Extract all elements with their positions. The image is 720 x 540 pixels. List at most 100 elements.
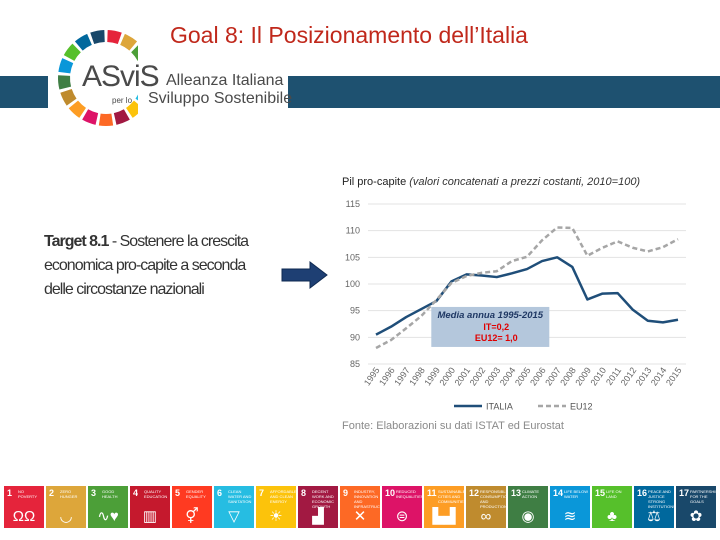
x-tick-label: 1996 (377, 365, 397, 387)
logo-ring-segment (131, 45, 138, 61)
sdg-goal-number: 17 (679, 488, 690, 498)
annotation-line: IT=0,2 (483, 322, 509, 332)
sdg-goal-6: 6 CLEAN WATER AND SANITATION ▽ (214, 486, 254, 528)
x-tick-label: 2012 (619, 365, 639, 387)
sdg-goal-label: SUSTAINABLE CITIES AND COMMUNITIES (438, 489, 464, 504)
series-line-eu12 (375, 226, 679, 350)
asvis-logo: ASviS Alleanza Italiana per lo Sviluppo … (48, 14, 292, 140)
logo-line1: Alleanza Italiana (166, 72, 284, 89)
sdg-goal-number: 7 (259, 488, 265, 498)
dove-icon: ⚖ (647, 508, 661, 525)
x-tick-label: 2009 (573, 365, 593, 387)
sdg-goal-label: INDUSTRY, INNOVATION AND INFRASTRUCTURE (354, 489, 380, 509)
equals-icon: ⊜ (395, 508, 409, 525)
tree-icon: ♣ (607, 508, 617, 525)
series-line-italia (375, 256, 679, 336)
logo-ring-icon (58, 30, 138, 127)
sdg-goal-label: DECENT WORK AND ECONOMIC GROWTH (312, 489, 334, 509)
sdg-goal-number: 3 (91, 488, 97, 498)
eye-globe-icon: ◉ (521, 508, 535, 525)
y-tick-label: 90 (350, 332, 360, 342)
chart-title: Pil pro-capite (valori concatenati a pre… (342, 176, 640, 188)
x-tick-label: 2004 (498, 365, 518, 387)
y-tick-label: 105 (345, 252, 360, 262)
sdg-goal-label: LIFE BELOW WATER (564, 489, 589, 499)
x-tick-label: 1998 (407, 365, 427, 387)
x-tick-label: 1995 (362, 365, 382, 387)
legend-label: ITALIA (486, 402, 513, 412)
sdg-goal-5: 5 GENDER EQUALITY ⚥ (172, 486, 212, 528)
logo-ring-segment (113, 109, 130, 125)
x-tick-label: 1999 (422, 365, 442, 387)
sdg-goal-label: ZERO HUNGER (60, 489, 78, 499)
chart-subtitle: (valori concatenati a prezzi costanti, 2… (409, 176, 641, 188)
rings-icon: ✿ (689, 508, 703, 525)
people-icon: ΩΩ (12, 508, 36, 525)
logo-line2: Sviluppo Sostenibile (148, 90, 293, 107)
sun-icon: ☀ (269, 508, 283, 525)
x-tick-label: 2002 (468, 365, 488, 387)
y-tick-label: 110 (346, 226, 360, 236)
sdg-goal-11: 11 SUSTAINABLE CITIES AND COMMUNITIES ▙▟ (424, 486, 464, 528)
target-description: Target 8.1 - Sostenere la crescita econo… (44, 230, 259, 302)
x-tick-label: 2013 (634, 365, 654, 387)
logo-ring-segment (107, 30, 122, 44)
gdp-line-chart: 8590951001051101151995199619971998199920… (345, 199, 686, 412)
header-band (272, 76, 720, 108)
page-title: Goal 8: Il Posizionamento dell’Italia (170, 22, 528, 48)
right-arrow-icon (281, 260, 328, 290)
sdg-goal-label: CLEAN WATER AND SANITATION (228, 489, 252, 504)
sdg-goal-number: 2 (49, 488, 55, 498)
sdg-goal-number: 10 (385, 488, 396, 498)
sdg-goals-bar: 1 NO POVERTY ΩΩ 2 ZERO HUNGER ◡ 3 GOOD HEALTH ∿♥… (0, 486, 720, 532)
x-tick-label: 2006 (528, 365, 548, 387)
annotation-box (431, 306, 550, 347)
logo-ring-segment (82, 109, 99, 125)
book-icon: ▥ (142, 508, 158, 525)
logo-ring-segment (90, 30, 105, 44)
sdg-goal-number: 8 (301, 488, 307, 498)
logo-ring-segment (126, 100, 138, 118)
sdg-goal-13: 13 CLIMATE ACTION ◉ (508, 486, 548, 528)
fish-icon: ≋ (563, 508, 577, 525)
sdg-goal-label: LIFE ON LAND (606, 489, 622, 499)
logo-brand: ASviS (82, 60, 160, 93)
sdg-goal-number: 15 (595, 488, 606, 498)
logo-ring-segment (63, 43, 81, 61)
sdg-goal-16: 16 PEACE AND JUSTICE STRONG INSTITUTIONS ⚖ (634, 486, 674, 528)
x-tick-label: 1997 (392, 365, 412, 387)
water-icon: ▽ (228, 508, 240, 525)
y-tick-label: 95 (350, 306, 360, 316)
logo-ring-segment (120, 33, 138, 51)
x-tick-label: 2015 (664, 365, 684, 387)
heartbeat-icon: ∿♥ (97, 508, 119, 525)
y-tick-label: 100 (345, 279, 360, 289)
x-tick-label: 2003 (483, 365, 503, 387)
sdg-goal-number: 14 (553, 488, 564, 498)
sdg-goal-number: 9 (343, 488, 349, 498)
sdg-goal-9: 9 INDUSTRY, INNOVATION AND INFRASTRUCTURE… (340, 486, 380, 528)
logo-ring-segment (74, 33, 92, 51)
sdg-goal-number: 6 (217, 488, 223, 498)
header-band-left (0, 76, 48, 108)
logo-ring-segment (60, 89, 77, 106)
bowl-icon: ◡ (59, 508, 73, 525)
sdg-goal-label: GENDER EQUALITY (186, 489, 206, 499)
growth-chart-icon: ▟ (312, 508, 324, 525)
target-label: Target 8.1 (44, 233, 109, 250)
sdg-goal-label: QUALITY EDUCATION (144, 489, 168, 499)
infinity-icon: ∞ (480, 508, 492, 525)
sdg-goal-3: 3 GOOD HEALTH ∿♥ (88, 486, 128, 528)
sdg-goal-4: 4 QUALITY EDUCATION ▥ (130, 486, 170, 528)
target-text: - Sostenere la crescita economica pro-ca… (44, 233, 249, 298)
sdg-goal-number: 12 (469, 488, 480, 498)
y-tick-label: 85 (350, 359, 360, 369)
sdg-goal-number: 5 (175, 488, 181, 498)
x-tick-label: 2010 (588, 365, 608, 387)
sdg-goal-10: 10 REDUCED INEQUALITIES ⊜ (382, 486, 422, 528)
x-tick-label: 2005 (513, 365, 533, 387)
x-tick-label: 2001 (453, 365, 473, 387)
logo-ring-segment (58, 75, 72, 90)
sdg-goal-15: 15 LIFE ON LAND ♣ (592, 486, 632, 528)
